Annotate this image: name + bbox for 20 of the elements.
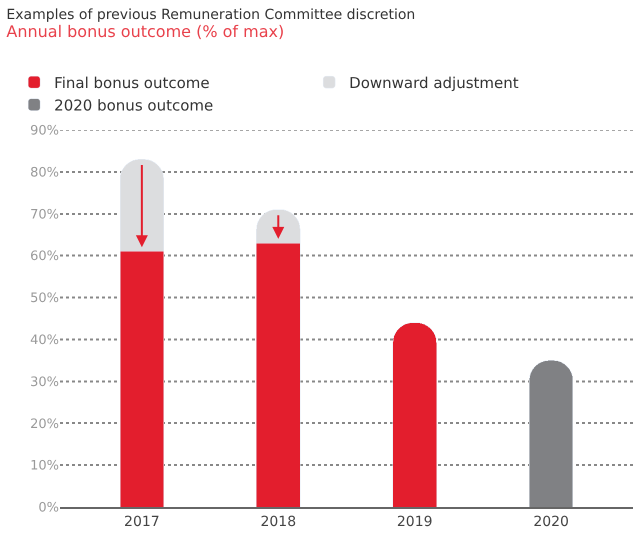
y-tick-label: 50% [30, 291, 59, 306]
y-tick-label: 10% [30, 458, 59, 474]
y-tick-label: 40% [30, 332, 59, 348]
x-tick-label: 2018 [260, 514, 296, 530]
y-tick-label: 30% [30, 374, 59, 390]
legend-label: Downward adjustment [349, 74, 519, 92]
bar [392, 322, 437, 507]
chart-title: Examples of previous Remuneration Committee discretion [6, 6, 416, 23]
chart-subtitle: Annual bonus outcome (% of max) [6, 22, 284, 42]
legend-label: 2020 bonus outcome [54, 96, 214, 115]
legend-label: Final bonus outcome [54, 74, 210, 92]
y-tick-label: 90% [30, 124, 59, 139]
x-tick-label: 2020 [533, 514, 569, 530]
y-tick-label: 80% [30, 165, 59, 180]
x-tick-label: 2017 [124, 514, 160, 530]
x-tick-label: 2019 [396, 514, 433, 530]
y-tick-label: 20% [30, 416, 59, 432]
y-tick-label: 60% [30, 249, 59, 264]
y-tick-label: 70% [30, 207, 59, 222]
y-tick-label: 0% [38, 500, 59, 516]
